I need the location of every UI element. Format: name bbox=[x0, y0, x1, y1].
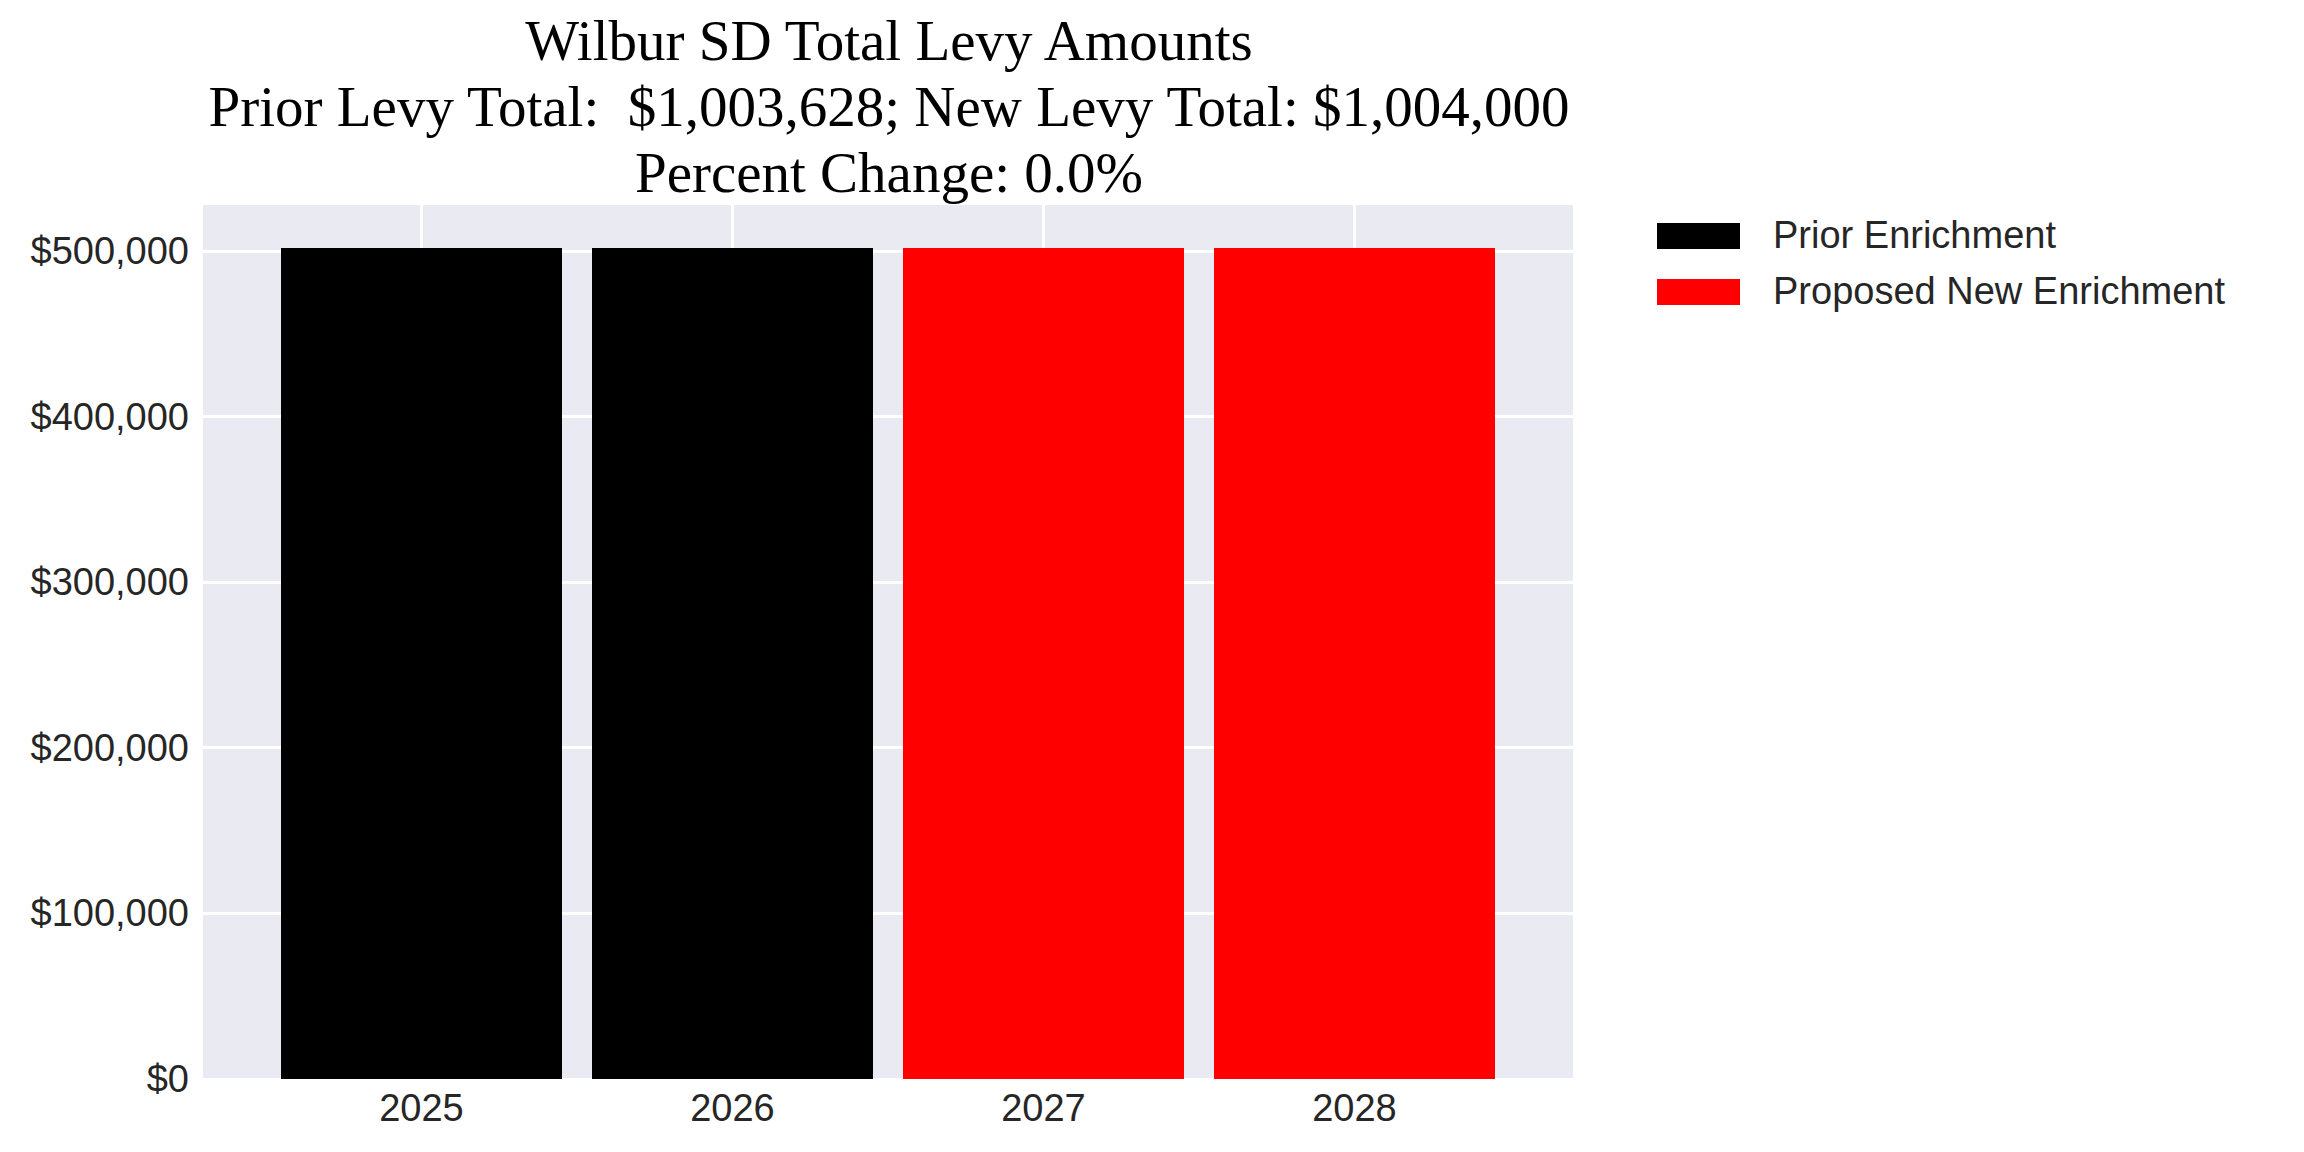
x-tick-label-2026: 2026 bbox=[623, 1086, 843, 1130]
x-tick-label-2025: 2025 bbox=[312, 1086, 532, 1130]
legend: Prior EnrichmentProposed New Enrichment bbox=[1657, 223, 2225, 335]
chart-title-block: Wilbur SD Total Levy Amounts Prior Levy … bbox=[0, 8, 1778, 206]
legend-swatch-proposed-new-enrichment bbox=[1657, 279, 1740, 305]
legend-label-proposed-new-enrichment: Proposed New Enrichment bbox=[1773, 271, 2225, 311]
chart-title: Wilbur SD Total Levy Amounts bbox=[0, 8, 1778, 74]
bar-2026 bbox=[592, 248, 873, 1079]
x-tick-label-2028: 2028 bbox=[1245, 1086, 1465, 1130]
y-tick-label-200-000: $200,000 bbox=[0, 726, 189, 770]
y-tick-label-400-000: $400,000 bbox=[0, 395, 189, 439]
y-tick-label-0: $0 bbox=[0, 1057, 189, 1101]
y-tick-label-300-000: $300,000 bbox=[0, 560, 189, 604]
y-tick-label-100-000: $100,000 bbox=[0, 891, 189, 935]
x-tick-label-2027: 2027 bbox=[934, 1086, 1154, 1130]
chart-figure: Wilbur SD Total Levy Amounts Prior Levy … bbox=[0, 0, 2304, 1152]
chart-subtitle-levy-totals: Prior Levy Total: $1,003,628; New Levy T… bbox=[0, 74, 1778, 140]
legend-label-prior-enrichment: Prior Enrichment bbox=[1773, 215, 2056, 255]
legend-item-proposed-new-enrichment: Proposed New Enrichment bbox=[1657, 279, 2225, 335]
legend-swatch-prior-enrichment bbox=[1657, 223, 1740, 249]
bar-2027 bbox=[903, 248, 1184, 1079]
plot-area bbox=[203, 205, 1573, 1079]
y-tick-label-500-000: $500,000 bbox=[0, 229, 189, 273]
chart-subtitle-percent-change: Percent Change: 0.0% bbox=[0, 140, 1778, 206]
bar-2025 bbox=[281, 248, 562, 1079]
bar-2028 bbox=[1214, 248, 1495, 1079]
